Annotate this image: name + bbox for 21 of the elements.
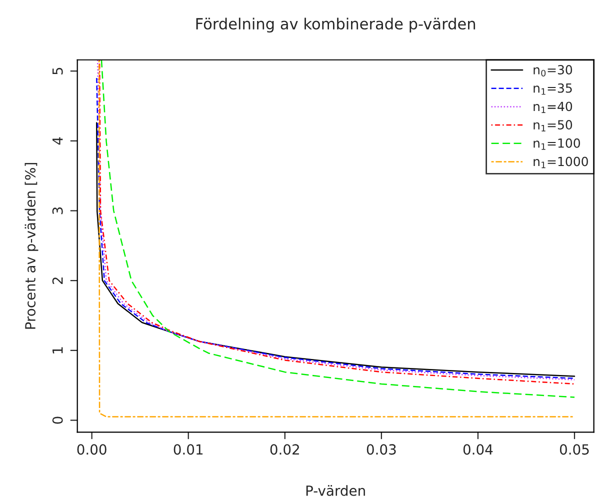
y-axis-title: Procent av p-värden [%] [24, 163, 38, 329]
legend-label: n$_{1}$=40 [534, 102, 572, 114]
x-tick-label: 0.03 [366, 444, 396, 455]
legend-label: n$_{1}$=1000 [534, 156, 588, 168]
x-axis-title: P-värden [306, 485, 365, 496]
x-tick-label: 0.02 [270, 444, 299, 455]
y-tick-label: 5 [52, 68, 63, 74]
x-tick-label: 0.04 [463, 444, 493, 455]
chart-title: Fördelning av kombinerade p-värden [196, 18, 476, 32]
legend-label: n$_{0}$=30 [534, 65, 572, 76]
legend-label: n$_{1}$=35 [534, 83, 572, 95]
y-tick-label: 4 [52, 137, 63, 145]
x-tick-label: 0.00 [77, 444, 106, 455]
legend-label: n$_{1}$=100 [534, 138, 580, 150]
y-tick-label: 1 [52, 347, 63, 354]
x-tick-label: 0.01 [174, 444, 203, 455]
legend-label: n$_{1}$=50 [534, 120, 572, 132]
y-tick-label: 3 [52, 207, 63, 214]
y-tick-label: 2 [52, 278, 63, 284]
x-tick-label: 0.05 [560, 444, 589, 455]
y-tick-label: 0 [52, 416, 63, 424]
